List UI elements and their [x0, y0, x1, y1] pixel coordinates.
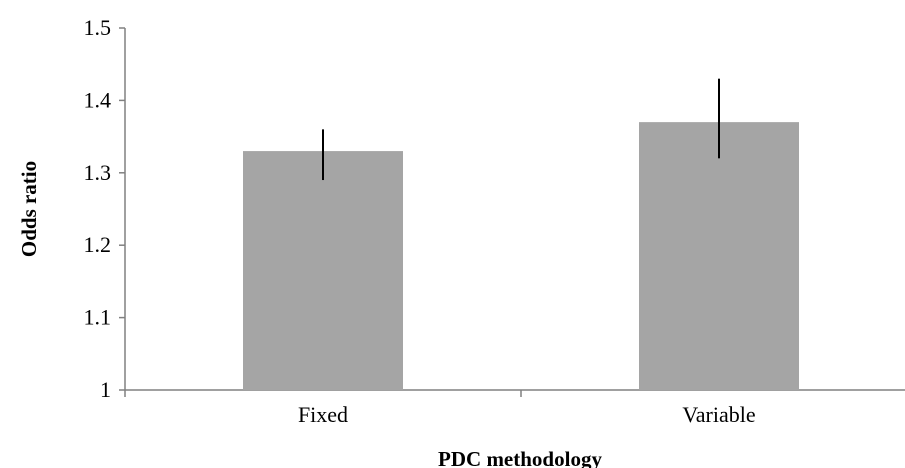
bar-fixed	[243, 151, 403, 390]
y-axis: 1 1.1 1.2 1.3 1.4 1.5	[84, 15, 126, 402]
x-axis	[124, 389, 905, 397]
y-ticks: 1 1.1 1.2 1.3 1.4 1.5	[84, 15, 125, 402]
error-bars	[322, 78, 720, 181]
y-tick-label: 1.2	[84, 232, 112, 257]
x-tick-label: Variable	[682, 402, 755, 427]
y-tick-label: 1.5	[84, 15, 112, 40]
x-ticks	[124, 390, 522, 397]
y-axis-title: Odds ratio	[17, 161, 41, 257]
x-tick-labels: Fixed Variable	[298, 402, 756, 427]
x-tick-label: Fixed	[298, 402, 348, 427]
y-tick-label: 1.4	[84, 87, 112, 112]
x-axis-title: PDC methodology	[438, 447, 602, 468]
y-tick-label: 1	[100, 377, 111, 402]
y-tick-label: 1.3	[84, 160, 112, 185]
bar-variable	[639, 122, 799, 391]
y-tick-label: 1.1	[84, 305, 112, 330]
bars	[243, 122, 799, 391]
